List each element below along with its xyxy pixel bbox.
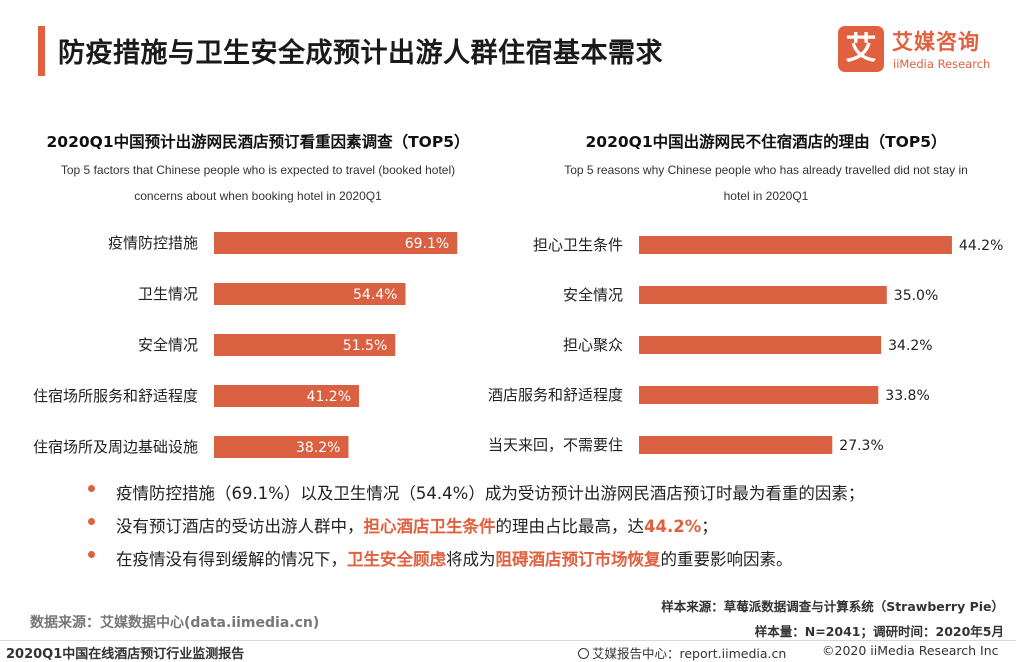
data-label: 34.2% (888, 338, 932, 354)
bullet-item: 没有预订酒店的受访出游人群中，担心酒店卫生条件的理由占比最高，达44.2%； (88, 513, 988, 546)
bullet-segment: 的重要影响因素。 (660, 550, 793, 569)
bullet-highlight: 卫生安全顾虑 (347, 550, 446, 569)
bullet-item: 疫情防控措施（69.1%）以及卫生情况（54.4%）成为受访预计出游网民酒店预订… (88, 480, 988, 513)
logo-mark-icon: 艾 (838, 26, 884, 72)
bar (214, 385, 360, 407)
category-label: 担心聚众 (563, 336, 623, 354)
bullet-item: 在疫情没有得到缓解的情况下，卫生安全顾虑将成为阻碍酒店预订市场恢复的重要影响因素… (88, 546, 988, 579)
bar (639, 286, 887, 304)
right-chart-subtitle-line1: Top 5 reasons why Chinese people who has… (564, 163, 968, 177)
bullet-segment: 在疫情没有得到缓解的情况下， (116, 550, 347, 569)
bar (639, 336, 882, 354)
category-label: 酒店服务和舒适程度 (488, 386, 623, 404)
right-chart-subtitle-line2: hotel in 2020Q1 (723, 189, 809, 203)
footer-report-center-text: 艾媒报告中心：report.iimedia.cn (592, 646, 787, 661)
left-chart-title: 2020Q1中国预计出游网民酒店预订看重因素调查（TOP5） (46, 133, 470, 151)
summary-bullets: 疫情防控措施（69.1%）以及卫生情况（54.4%）成为受访预计出游网民酒店预订… (88, 480, 988, 579)
bullet-segment: 没有预订酒店的受访出游人群中， (116, 517, 364, 536)
right-chart-title: 2020Q1中国出游网民不住宿酒店的理由（TOP5） (585, 133, 947, 151)
bar (214, 436, 349, 458)
bullet-segment: 疫情防控措施（69.1%）以及卫生情况（54.4%）成为受访预计出游网民酒店预订… (116, 484, 865, 503)
footer-report-name: 2020Q1中国在线酒店预订行业监测报告 (6, 647, 245, 662)
bar (214, 283, 406, 305)
bar (639, 436, 833, 454)
data-label: 44.2% (959, 238, 1003, 254)
iimedia-logo: 艾 艾媒咨询 iiMedia Research (838, 24, 1003, 76)
data-label: 41.2% (307, 389, 351, 405)
bar (214, 232, 458, 254)
bullet-dot-icon (88, 485, 95, 492)
category-label: 疫情防控措施 (108, 234, 198, 252)
category-label: 安全情况 (563, 286, 623, 304)
bar (214, 334, 396, 356)
data-source: 数据来源：艾媒数据中心(data.iimedia.cn) (30, 615, 320, 631)
left-chart-subtitle-line1: Top 5 factors that Chinese people who is… (60, 163, 456, 177)
bullet-text: 没有预订酒店的受访出游人群中，担心酒店卫生条件的理由占比最高，达44.2%； (116, 513, 718, 537)
right-chart-subtitle: Top 5 reasons why Chinese people who has… (516, 157, 1016, 209)
left-chart-subtitle-line2: concerns about when booking hotel in 202… (134, 189, 382, 203)
bullet-highlight: 阻碍酒店预订市场恢复 (495, 550, 661, 569)
category-label: 担心卫生条件 (533, 236, 623, 254)
bar (639, 236, 952, 254)
category-label: 安全情况 (138, 336, 198, 354)
data-label: 38.2% (296, 440, 340, 456)
bar (639, 386, 879, 404)
bullet-text: 疫情防控措施（69.1%）以及卫生情况（54.4%）成为受访预计出游网民酒店预订… (116, 480, 864, 504)
category-label: 当天来回，不需要住 (488, 436, 623, 454)
bullet-highlight: 担心酒店卫生条件 (363, 517, 496, 536)
logo-name-en: iiMedia Research (893, 57, 991, 71)
report-center-icon (578, 648, 589, 659)
bullet-segment: 将成为 (446, 550, 496, 569)
category-label: 卫生情况 (138, 285, 198, 303)
data-label: 69.1% (405, 236, 449, 252)
footer-report-center: 艾媒报告中心：report.iimedia.cn (578, 643, 786, 662)
bullet-highlight: 44.2% (644, 517, 702, 536)
data-label: 54.4% (353, 287, 397, 303)
sample-source: 样本来源：草莓派数据调查与计算系统（Strawberry Pie） (661, 599, 1004, 614)
logo-name-cn: 艾媒咨询 (892, 30, 980, 54)
category-label: 住宿场所及周边基础设施 (33, 438, 198, 456)
bullet-segment: ； (701, 517, 718, 536)
category-label: 住宿场所服务和舒适程度 (33, 387, 198, 405)
bullet-dot-icon (88, 518, 95, 525)
page-title: 防疫措施与卫生安全成预计出游人群住宿基本需求 (58, 38, 663, 69)
bullet-segment: 的理由占比最高，达 (495, 517, 645, 536)
footer-divider (0, 640, 1016, 641)
left-chart-subtitle: Top 5 factors that Chinese people who is… (8, 157, 508, 209)
data-label: 33.8% (885, 388, 929, 404)
bullet-text: 在疫情没有得到缓解的情况下，卫生安全顾虑将成为阻碍酒店预订市场恢复的重要影响因素… (116, 546, 793, 570)
title-accent-bar (38, 26, 45, 76)
data-label: 27.3% (839, 438, 883, 454)
bullet-dot-icon (88, 551, 95, 558)
footer-copyright: ©2020 iiMedia Research Inc (822, 643, 999, 658)
sample-size: 样本量：N=2041；调研时间：2020年5月 (754, 624, 1004, 639)
data-label: 51.5% (343, 338, 387, 354)
data-label: 35.0% (894, 288, 938, 304)
